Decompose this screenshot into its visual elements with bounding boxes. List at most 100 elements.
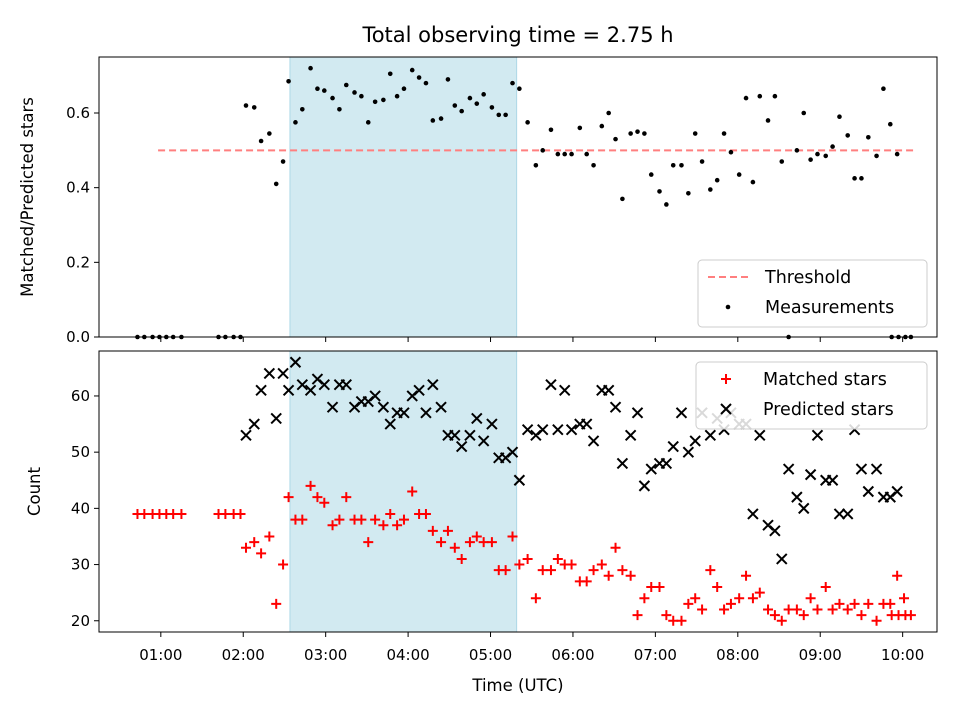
data-point: [794, 148, 800, 153]
data-point: [820, 582, 831, 593]
data-point: [635, 129, 640, 134]
data-point: [530, 593, 541, 604]
data-point: [334, 514, 345, 525]
data-point: [667, 440, 679, 453]
data-point: [420, 407, 432, 419]
data-point: [754, 429, 766, 442]
data-point: [654, 582, 665, 593]
data-point: [798, 610, 809, 621]
data-point: [856, 610, 867, 621]
data-point: [750, 179, 756, 185]
data-point: [381, 97, 386, 103]
data-point: [430, 118, 436, 123]
data-point: [704, 429, 717, 442]
data-point: [304, 384, 317, 397]
data-point: [510, 80, 515, 86]
y-axis-label: Count: [25, 466, 44, 516]
data-point: [620, 196, 625, 202]
data-point: [471, 531, 482, 542]
data-point: [772, 93, 778, 99]
data-point: [442, 525, 453, 536]
data-point: [670, 162, 676, 168]
legend-box: [697, 259, 928, 328]
data-point: [452, 103, 458, 108]
data-point: [682, 446, 695, 458]
data-point: [639, 593, 650, 604]
data-point: [690, 593, 701, 604]
data-point: [552, 423, 564, 436]
data-point: [449, 542, 460, 553]
data-point: [283, 492, 294, 503]
data-point: [270, 412, 282, 425]
data-point: [725, 598, 736, 609]
data-point: [489, 105, 495, 110]
data-point: [887, 121, 893, 127]
legend-swatch: [725, 304, 731, 310]
data-point: [892, 570, 903, 581]
data-point: [420, 508, 431, 519]
data-point: [566, 559, 577, 570]
data-point: [300, 106, 305, 112]
x-tick-label: 10:00: [881, 646, 924, 664]
data-point: [841, 508, 854, 520]
data-point: [852, 176, 857, 181]
data-point: [811, 429, 824, 442]
data-point: [769, 525, 781, 537]
data-point: [330, 95, 335, 101]
y-tick-label: 0.2: [66, 253, 90, 271]
data-point: [842, 604, 853, 615]
data-point: [638, 480, 651, 492]
data-point: [471, 412, 483, 425]
observing-window-shade: [289, 56, 518, 338]
data-point: [823, 153, 829, 159]
data-point: [464, 429, 476, 442]
data-point: [845, 133, 851, 138]
data-point: [455, 440, 468, 453]
data-point: [474, 101, 480, 106]
data-point: [356, 514, 367, 525]
axes-frame: [98, 56, 938, 338]
data-point: [899, 593, 910, 604]
data-point: [251, 105, 257, 110]
data-point: [599, 123, 605, 129]
data-point: [588, 565, 599, 576]
data-point: [610, 542, 621, 553]
legend-label: Predicted stars: [763, 400, 894, 420]
data-point: [377, 401, 390, 413]
y-tick-label: 0.6: [66, 104, 90, 122]
data-point: [289, 356, 302, 368]
data-point: [686, 190, 691, 196]
data-point: [385, 508, 396, 519]
panel-2: 20 30 40 50 60 01:00 02:00 03:00 04:00 05:00 06:00…: [25, 350, 938, 664]
data-point: [308, 65, 313, 71]
x-tick-label: 05:00: [469, 646, 512, 664]
data-point: [337, 106, 342, 112]
data-point: [552, 553, 563, 564]
data-point: [562, 151, 568, 157]
data-point: [683, 598, 694, 609]
panels: 0.0 0.2 0.4 0.6 Matched/Predicted stars Thres…: [18, 56, 938, 664]
chart-title: Total observing time = 2.75 h: [361, 23, 673, 47]
series-measurements: [135, 65, 914, 340]
data-point: [708, 187, 713, 192]
data-point: [513, 474, 526, 486]
data-point: [805, 593, 816, 604]
data-point: [736, 172, 742, 177]
data-point: [456, 553, 467, 564]
data-point: [525, 120, 530, 125]
data-point: [365, 120, 371, 125]
observing-window-shade: [289, 350, 518, 633]
data-point: [719, 604, 730, 615]
data-point: [648, 172, 654, 177]
data-point: [596, 559, 607, 570]
data-point: [591, 162, 596, 168]
data-point: [372, 99, 378, 105]
data-point: [812, 604, 823, 615]
data-point: [369, 390, 381, 402]
data-point: [392, 520, 403, 531]
data-point: [249, 537, 260, 548]
data-point: [689, 435, 701, 447]
data-point: [514, 559, 525, 570]
axes-frame: [98, 350, 938, 633]
data-point: [503, 112, 508, 118]
